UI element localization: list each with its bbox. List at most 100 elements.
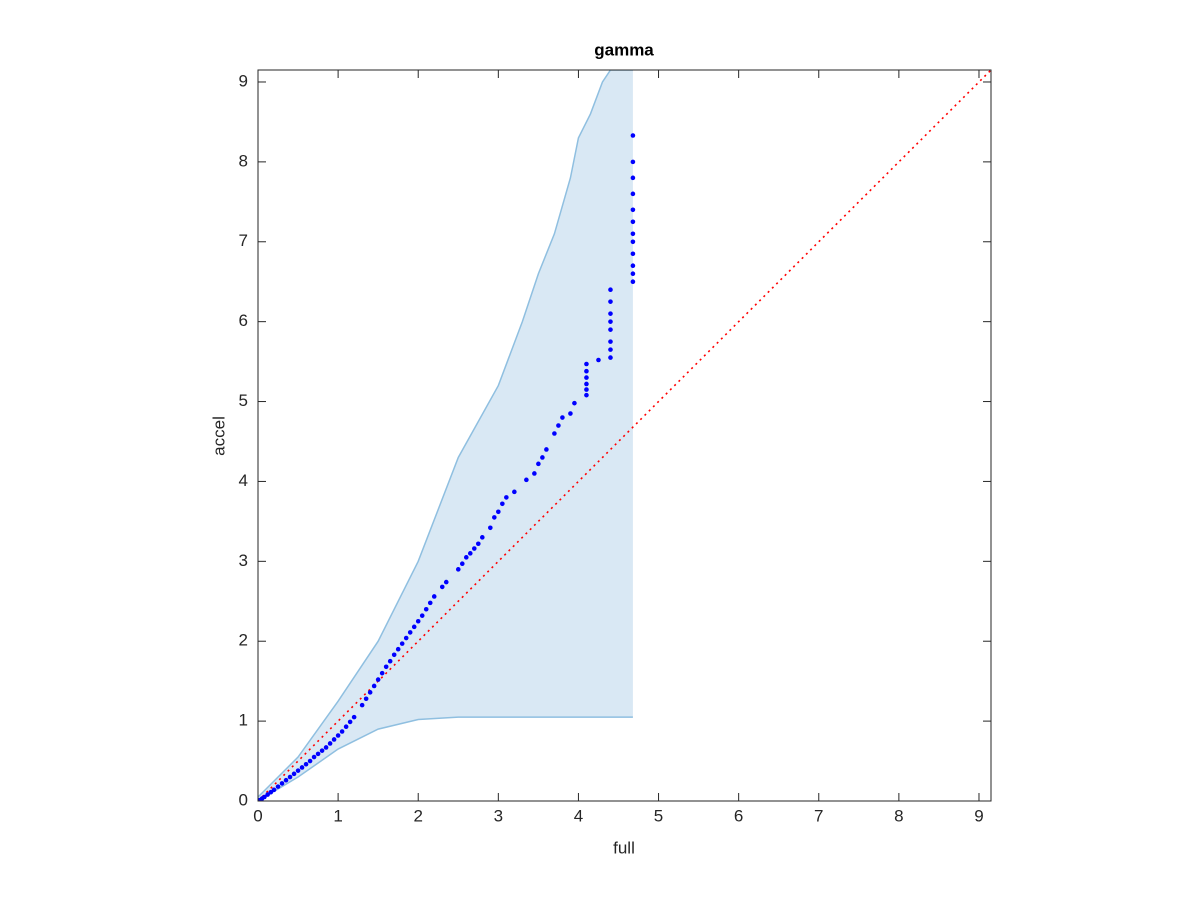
data-point [315, 751, 321, 757]
data-point [351, 714, 357, 720]
data-point [419, 613, 425, 618]
data-point [271, 787, 277, 793]
data-point [556, 423, 561, 428]
data-point [540, 455, 545, 460]
data-point [347, 719, 353, 725]
data-point [319, 748, 325, 753]
data-point [630, 271, 636, 277]
data-point [427, 600, 433, 606]
data-point [375, 677, 381, 682]
data-point [459, 561, 465, 567]
data-point [630, 191, 636, 197]
data-point [407, 630, 413, 635]
data-point [608, 311, 613, 316]
y-tick-label: 4 [239, 471, 248, 490]
band-fill [258, 70, 633, 801]
x-tick-label: 6 [734, 806, 743, 825]
data-point [630, 251, 636, 257]
x-axis-label: full [613, 838, 635, 857]
data-point [283, 777, 289, 783]
x-tick-label: 3 [494, 806, 503, 825]
data-point [291, 771, 297, 777]
data-point [544, 447, 549, 452]
y-tick-label: 5 [239, 391, 248, 410]
y-tick-label: 7 [239, 231, 248, 250]
data-point [323, 745, 329, 750]
data-point [608, 327, 613, 332]
data-point [524, 477, 529, 483]
data-point [299, 765, 305, 770]
y-tick-label: 6 [239, 311, 248, 330]
band-lower [258, 716, 633, 801]
x-tick-label: 7 [814, 806, 823, 825]
y-tick-label: 9 [239, 71, 248, 90]
data-point [327, 741, 333, 746]
data-point [630, 219, 636, 225]
data-point [608, 347, 613, 352]
data-point [584, 387, 589, 392]
x-tick-label: 8 [894, 806, 903, 825]
data-point [532, 471, 537, 476]
data-point [391, 652, 397, 658]
data-point [431, 594, 437, 599]
data-point [504, 495, 509, 500]
y-tick-label: 2 [239, 631, 248, 650]
data-point [492, 515, 497, 520]
data-point [307, 758, 313, 764]
data-point [500, 501, 505, 507]
data-point [387, 658, 393, 664]
data-point [415, 618, 421, 624]
axes-box [257, 69, 992, 802]
x-tick-label: 2 [413, 806, 422, 825]
data-point [268, 789, 274, 795]
data-point [467, 551, 473, 556]
data-point [395, 646, 401, 652]
plot-area [258, 70, 991, 801]
data-point [480, 535, 485, 540]
data-point [584, 368, 589, 374]
data-point [630, 159, 636, 165]
data-point [439, 584, 445, 590]
data-point [630, 263, 636, 269]
data-point [512, 489, 517, 495]
data-point [403, 635, 409, 641]
data-point [455, 567, 461, 572]
data-point [608, 339, 613, 344]
data-point [443, 579, 449, 585]
data-point [496, 509, 501, 515]
data-point [608, 287, 613, 292]
data-point [287, 774, 293, 780]
data-point [265, 792, 270, 797]
data-point [584, 361, 589, 367]
y-tick-label: 0 [239, 790, 248, 809]
data-point [383, 664, 389, 670]
data-point [608, 319, 613, 324]
data-point [359, 702, 365, 708]
data-point [630, 175, 636, 181]
data-point [552, 431, 557, 436]
data-point [399, 641, 405, 646]
x-tick-label: 4 [574, 806, 583, 825]
data-point [476, 541, 481, 547]
data-point [295, 768, 301, 773]
data-point [630, 239, 636, 245]
data-point [572, 400, 577, 406]
reference-line [258, 70, 991, 801]
data-point [275, 784, 281, 789]
data-point [608, 299, 613, 304]
x-tick-label: 9 [974, 806, 983, 825]
band-upper [258, 70, 633, 798]
data-point [596, 357, 601, 363]
data-point [411, 624, 417, 630]
y-tick-label: 3 [239, 551, 248, 570]
x-tick-label: 0 [253, 806, 262, 825]
x-tick-label: 5 [654, 806, 663, 825]
data-point [363, 696, 369, 702]
data-point [367, 690, 373, 695]
data-point [262, 794, 267, 800]
data-point [608, 355, 613, 360]
data-point [423, 606, 429, 612]
data-point [560, 415, 565, 420]
data-point [584, 381, 589, 387]
